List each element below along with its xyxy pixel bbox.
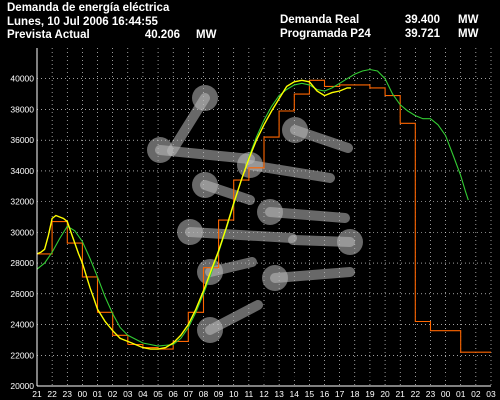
- series: [36, 68, 491, 353]
- x-tick-label: 01: [93, 389, 103, 399]
- y-tick-label: 30000: [10, 227, 34, 237]
- x-tick-label: 14: [290, 389, 300, 399]
- real-unit: MW: [458, 14, 479, 26]
- watermark-dot: [197, 317, 223, 343]
- watermark-dot: [337, 229, 363, 255]
- x-tick-label: 13: [274, 389, 284, 399]
- chart-title: Demanda de energía eléctrica: [7, 2, 170, 14]
- watermark-dot: [282, 117, 308, 143]
- x-tick-label: 06: [168, 389, 178, 399]
- x-tick-label: 15: [305, 389, 315, 399]
- watermark-dot: [257, 199, 283, 225]
- series-line-demanda-real: [36, 79, 351, 350]
- x-tick-label: 19: [365, 389, 375, 399]
- x-tick-label: 02: [471, 389, 481, 399]
- x-tick-label: 07: [184, 389, 194, 399]
- watermark-dot: [192, 172, 218, 198]
- x-tick-label: 03: [486, 389, 496, 399]
- x-tick-label: 21: [32, 389, 42, 399]
- axes: 20000 22000 24000 26000 28000 30000 32000 34000…: [10, 48, 496, 399]
- x-tick-label: 11: [244, 389, 253, 399]
- x-tick-label: 02: [108, 389, 118, 399]
- x-tick-label: 23: [63, 389, 73, 399]
- x-tick-label: 17: [335, 389, 345, 399]
- footer-credit: Red Eléctrica de España.: [258, 373, 382, 385]
- x-tick-label: 21: [395, 389, 405, 399]
- x-tick-label: 18: [350, 389, 360, 399]
- forecast-label: Prevista Actual: [7, 29, 90, 41]
- scheduled-unit: MW: [458, 28, 479, 40]
- x-tick-label: 03: [123, 389, 133, 399]
- series-line-prevista-actual: [36, 68, 469, 347]
- y-tick-label: 24000: [10, 320, 34, 330]
- forecast-unit: MW: [196, 29, 217, 41]
- watermark-bar: [185, 227, 297, 243]
- x-tick-label: 01: [456, 389, 466, 399]
- watermark-dot: [262, 265, 288, 291]
- watermark-dot: [237, 152, 263, 178]
- series-line-programada-p24: [37, 79, 491, 353]
- y-tick-label: 38000: [10, 104, 34, 114]
- x-tick-label: 12: [259, 389, 269, 399]
- watermark-bar: [155, 145, 255, 164]
- watermark-dot: [177, 219, 203, 245]
- x-tick-label: 05: [153, 389, 163, 399]
- forecast-value: 40.206: [144, 29, 180, 41]
- x-tick-label: 22: [411, 389, 421, 399]
- x-tick-label: 16: [320, 389, 330, 399]
- real-value: 39.400: [404, 14, 440, 26]
- x-tick-label: 04: [138, 389, 148, 399]
- watermark-dot: [147, 137, 173, 163]
- y-tick-label: 22000: [10, 350, 34, 360]
- watermark-dot: [192, 85, 218, 111]
- y-tick-label: 20000: [10, 381, 34, 391]
- y-tick-label: 40000: [10, 74, 34, 84]
- y-tick-label: 34000: [10, 166, 34, 176]
- scheduled-value: 39.721: [404, 28, 440, 40]
- x-tick-label: 00: [441, 389, 451, 399]
- y-tick-label: 36000: [10, 135, 34, 145]
- x-tick-label: 22: [47, 389, 57, 399]
- x-tick-label: 10: [229, 389, 239, 399]
- real-label: Demanda Real: [280, 14, 360, 26]
- watermark-bar: [245, 160, 335, 183]
- y-tick-label: 26000: [10, 289, 34, 299]
- y-tick-label: 32000: [10, 197, 34, 207]
- footer-url: www.ree.es: [415, 373, 473, 385]
- x-tick-label: 00: [78, 389, 88, 399]
- x-tick-label: 23: [426, 389, 436, 399]
- ree-logo-watermark: [147, 85, 363, 343]
- y-tick-label: 28000: [10, 258, 34, 268]
- x-tick-label: 09: [214, 389, 224, 399]
- x-tick-label: 20: [380, 389, 390, 399]
- scheduled-label: Programada P24: [280, 28, 371, 40]
- x-tick-label: 08: [199, 389, 209, 399]
- datetime-label: Lunes, 10 Jul 2006 16:44:55: [7, 16, 158, 28]
